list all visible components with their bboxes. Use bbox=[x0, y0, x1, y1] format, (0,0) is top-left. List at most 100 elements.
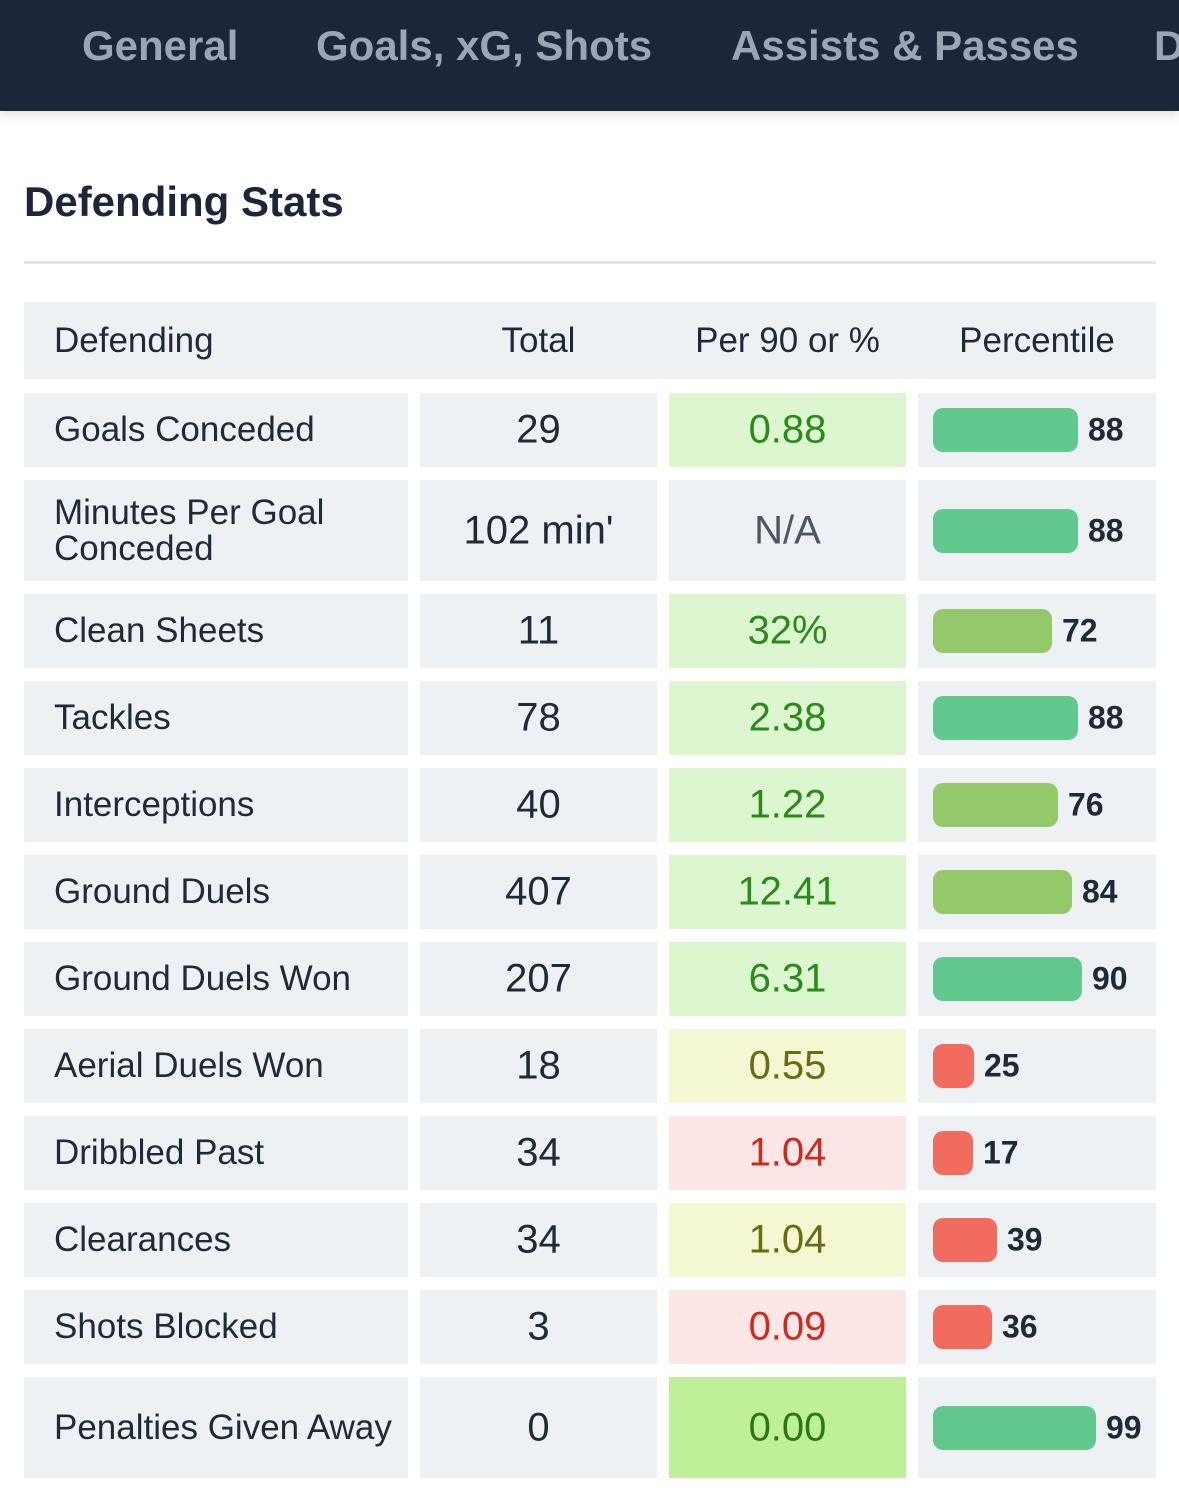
stat-per90: N/A bbox=[754, 508, 821, 552]
stat-name: Goals Conceded bbox=[54, 410, 315, 449]
stat-name-cell: Shots Blocked bbox=[24, 1290, 408, 1364]
stat-per90: 0.09 bbox=[748, 1304, 827, 1349]
stat-total-cell: 0 bbox=[420, 1377, 657, 1478]
table-row: Tackles 78 2.38 88 bbox=[24, 681, 1156, 755]
tab-defending[interactable]: D bbox=[1154, 22, 1179, 69]
stat-name: Interceptions bbox=[54, 785, 255, 824]
table-row: Goals Conceded 29 0.88 88 bbox=[24, 393, 1156, 467]
tab-assists-passes[interactable]: Assists & Passes bbox=[731, 22, 1079, 69]
stat-name-cell: Clearances bbox=[24, 1203, 408, 1277]
stat-per90-cell: 12.41 bbox=[669, 855, 906, 929]
percentile-bar bbox=[933, 870, 1072, 914]
percentile-value: 72 bbox=[1062, 612, 1098, 649]
header-per90: Per 90 or % bbox=[695, 321, 880, 360]
stat-total-cell: 29 bbox=[420, 393, 657, 467]
section-title: Defending Stats bbox=[24, 178, 344, 225]
stat-per90: 12.41 bbox=[737, 869, 838, 914]
stat-total-cell: 207 bbox=[420, 942, 657, 1016]
stat-percentile-cell: 76 bbox=[918, 768, 1156, 842]
stat-per90-cell: 1.22 bbox=[669, 768, 906, 842]
percentile-value: 90 bbox=[1092, 960, 1128, 997]
stat-percentile-cell: 72 bbox=[918, 594, 1156, 668]
percentile-value: 39 bbox=[1007, 1221, 1043, 1258]
table-row: Ground Duels 407 12.41 84 bbox=[24, 855, 1156, 929]
stat-per90: 0.55 bbox=[748, 1043, 827, 1088]
stat-name: Dribbled Past bbox=[54, 1133, 265, 1172]
stat-per90-cell: 32% bbox=[669, 594, 906, 668]
percentile-bar bbox=[933, 1218, 997, 1262]
percentile-value: 25 bbox=[984, 1047, 1020, 1084]
stat-per90: 32% bbox=[747, 608, 828, 653]
stat-per90: 1.04 bbox=[748, 1217, 827, 1262]
table-body: Goals Conceded 29 0.88 88 Minutes Per Go… bbox=[24, 393, 1156, 1478]
stat-total-cell: 34 bbox=[420, 1116, 657, 1190]
stat-per90-cell: 1.04 bbox=[669, 1116, 906, 1190]
stat-name: Minutes Per Goal Conceded bbox=[54, 492, 325, 568]
stat-per90-cell: N/A bbox=[669, 480, 906, 581]
stat-name-cell: Ground Duels Won bbox=[24, 942, 408, 1016]
stat-per90-cell: 0.88 bbox=[669, 393, 906, 467]
table-row: Dribbled Past 34 1.04 17 bbox=[24, 1116, 1156, 1190]
stat-per90-cell: 0.00 bbox=[669, 1377, 906, 1478]
stat-percentile-cell: 99 bbox=[918, 1377, 1156, 1478]
percentile-bar bbox=[933, 1131, 973, 1175]
table-row: Clean Sheets 11 32% 72 bbox=[24, 594, 1156, 668]
stat-per90-cell: 0.09 bbox=[669, 1290, 906, 1364]
stat-name-cell: Interceptions bbox=[24, 768, 408, 842]
top-nav: General Goals, xG, Shots Assists & Passe… bbox=[0, 0, 1179, 111]
stat-total-cell: 407 bbox=[420, 855, 657, 929]
stat-name: Ground Duels bbox=[54, 872, 270, 911]
percentile-bar bbox=[933, 408, 1078, 452]
percentile-value: 84 bbox=[1082, 873, 1118, 910]
stat-name: Aerial Duels Won bbox=[54, 1046, 324, 1085]
stat-name-cell: Aerial Duels Won bbox=[24, 1029, 408, 1103]
percentile-bar bbox=[933, 957, 1082, 1001]
header-total: Total bbox=[501, 321, 576, 360]
stat-name: Clean Sheets bbox=[54, 611, 265, 650]
stat-name-cell: Goals Conceded bbox=[24, 393, 408, 467]
table-row: Clearances 34 1.04 39 bbox=[24, 1203, 1156, 1277]
tab-general[interactable]: General bbox=[82, 22, 239, 69]
stat-name-cell: Minutes Per Goal Conceded bbox=[24, 480, 408, 581]
defending-stats-table: Defending Total Per 90 or % Percentile G… bbox=[24, 302, 1156, 1491]
stat-per90-cell: 6.31 bbox=[669, 942, 906, 1016]
table-row: Penalties Given Away 0 0.00 99 bbox=[24, 1377, 1156, 1478]
stat-per90: 0.88 bbox=[748, 407, 827, 452]
percentile-value: 99 bbox=[1106, 1409, 1142, 1445]
stat-total-cell: 11 bbox=[420, 594, 657, 668]
tab-goals-xg-shots[interactable]: Goals, xG, Shots bbox=[316, 22, 653, 69]
stat-per90: 1.04 bbox=[748, 1130, 827, 1175]
stat-total: 34 bbox=[516, 1130, 561, 1175]
percentile-bar bbox=[933, 696, 1078, 740]
stat-name: Clearances bbox=[54, 1220, 232, 1259]
percentile-value: 88 bbox=[1088, 411, 1124, 448]
stat-name-cell: Tackles bbox=[24, 681, 408, 755]
stat-name: Ground Duels Won bbox=[54, 959, 352, 998]
stat-total-cell: 78 bbox=[420, 681, 657, 755]
stat-name-cell: Ground Duels bbox=[24, 855, 408, 929]
stat-name-cell: Clean Sheets bbox=[24, 594, 408, 668]
percentile-value: 88 bbox=[1088, 512, 1124, 548]
stat-per90-cell: 0.55 bbox=[669, 1029, 906, 1103]
stat-name-cell: Penalties Given Away bbox=[24, 1377, 408, 1478]
stat-percentile-cell: 39 bbox=[918, 1203, 1156, 1277]
stat-percentile-cell: 90 bbox=[918, 942, 1156, 1016]
stat-per90: 1.22 bbox=[748, 782, 827, 827]
stat-percentile-cell: 36 bbox=[918, 1290, 1156, 1364]
stat-name: Shots Blocked bbox=[54, 1307, 278, 1346]
stat-total: 11 bbox=[517, 608, 560, 653]
percentile-value: 36 bbox=[1002, 1308, 1038, 1345]
stat-total: 407 bbox=[505, 869, 572, 914]
stat-percentile-cell: 17 bbox=[918, 1116, 1156, 1190]
stat-per90-cell: 1.04 bbox=[669, 1203, 906, 1277]
stat-total: 18 bbox=[516, 1043, 561, 1088]
stat-total: 34 bbox=[516, 1217, 561, 1262]
stat-total-cell: 3 bbox=[420, 1290, 657, 1364]
stat-percentile-cell: 88 bbox=[918, 393, 1156, 467]
stat-total: 78 bbox=[516, 695, 561, 740]
stat-total-cell: 34 bbox=[420, 1203, 657, 1277]
table-row: Aerial Duels Won 18 0.55 25 bbox=[24, 1029, 1156, 1103]
stat-total: 0 bbox=[527, 1405, 550, 1449]
stat-name-cell: Dribbled Past bbox=[24, 1116, 408, 1190]
percentile-value: 17 bbox=[983, 1134, 1019, 1171]
